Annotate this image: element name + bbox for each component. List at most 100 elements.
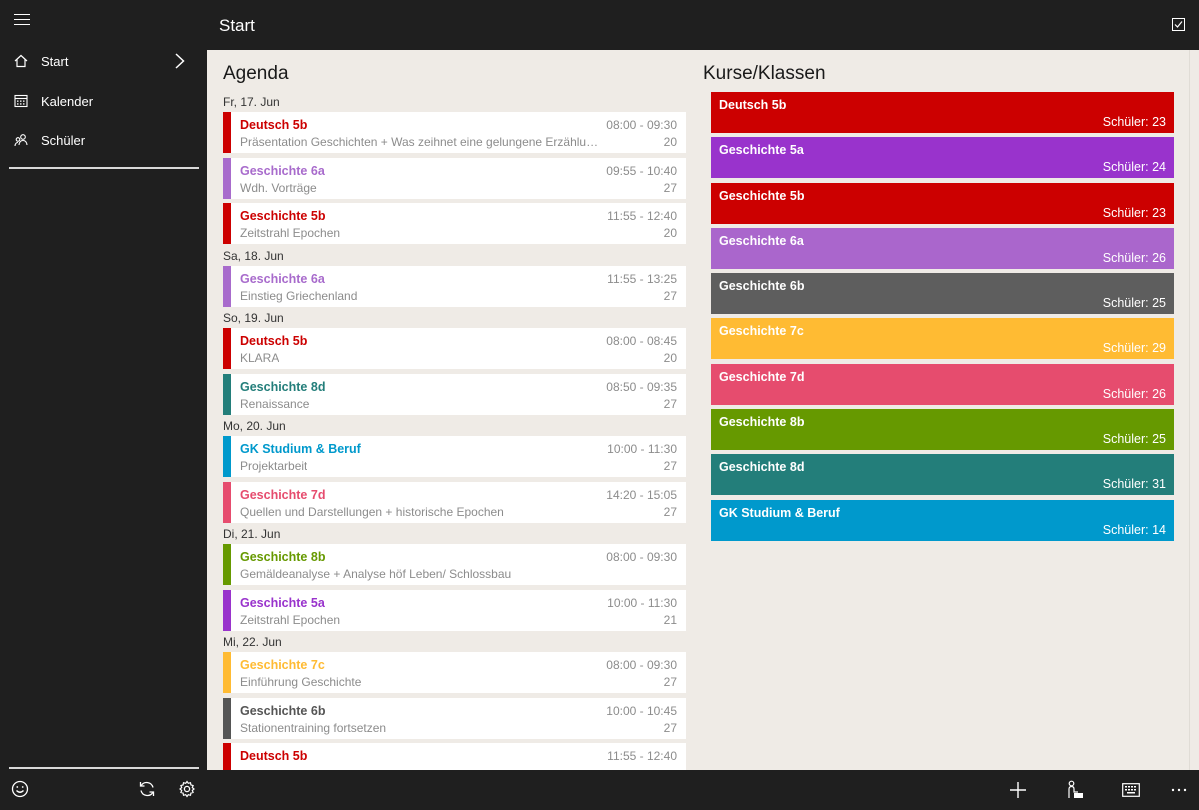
- course-tile[interactable]: GK Studium & Beruf Schüler: 14: [711, 499, 1174, 541]
- event-subtitle: Präsentation Geschichten + Was zeihnet e…: [240, 135, 602, 149]
- agenda-event[interactable]: Geschichte 6a Wdh. Vorträge 09:55 - 10:40 2…: [223, 157, 686, 199]
- event-subtitle: Projektarbeit: [240, 459, 308, 473]
- course-tile[interactable]: Geschichte 6b Schüler: 25: [711, 273, 1174, 315]
- course-student-count: Schüler: 29: [1102, 341, 1166, 356]
- event-title: Geschichte 8d: [240, 379, 326, 394]
- smiley-icon[interactable]: [10, 779, 30, 799]
- event-color-bar: [223, 481, 231, 523]
- select-checkbox-icon[interactable]: [1172, 18, 1185, 31]
- agenda-event[interactable]: Geschichte 6a Einstieg Griechenland 11:55 …: [223, 265, 686, 307]
- event-student-count: 27: [663, 180, 677, 195]
- event-student-count: 21: [663, 612, 677, 627]
- event-subtitle: Quellen und Darstellungen + historische …: [240, 504, 504, 519]
- sidebar-item-schueler[interactable]: Schüler: [0, 120, 207, 160]
- sidebar-item-kalender[interactable]: Kalender: [0, 81, 207, 121]
- course-name: GK Studium & Beruf: [719, 505, 840, 520]
- agenda-event[interactable]: GK Studium & Beruf Projektarbeit 10:00 - 1…: [223, 436, 686, 477]
- course-student-count: Schüler: 23: [1102, 115, 1166, 129]
- event-subtitle: Zeitstrahl Epochen: [240, 612, 341, 627]
- event-time: 10:00 - 11:30: [607, 442, 677, 456]
- event-time: 09:55 - 10:40: [606, 163, 677, 178]
- hamburger-menu-icon[interactable]: [14, 14, 30, 28]
- sidebar-item-label: Start: [41, 53, 69, 69]
- event-subtitle: Zeitstrahl Epochen: [240, 226, 341, 240]
- course-tile[interactable]: Geschichte 8d Schüler: 31: [711, 454, 1174, 496]
- agenda-day-header: Di, 21. Jun: [223, 527, 281, 541]
- event-subtitle: Gemäldeanalyse + Analyse höf Leben/ Schl…: [240, 567, 512, 581]
- agenda-list: Fr, 17. Jun Deutsch 5b Präsentation Geschi…: [223, 95, 686, 770]
- event-student-count: 27: [663, 504, 677, 519]
- event-time: 10:00 - 11:30: [607, 595, 677, 610]
- app-header: Start: [207, 0, 1199, 50]
- event-color-bar: [223, 203, 231, 244]
- agenda-event[interactable]: Geschichte 5a Zeitstrahl Epochen 10:00 - 1…: [223, 589, 686, 631]
- event-title: GK Studium & Beruf: [240, 442, 361, 456]
- event-title: Geschichte 8b: [240, 550, 326, 564]
- home-icon: [14, 54, 28, 68]
- event-student-count: 27: [663, 720, 677, 735]
- course-tile[interactable]: Geschichte 7c Schüler: 29: [711, 318, 1174, 360]
- course-name: Geschichte 8b: [719, 415, 805, 430]
- event-color-bar: [223, 697, 231, 739]
- event-time: 11:55 - 12:40: [607, 209, 677, 223]
- course-tile[interactable]: Geschichte 8b Schüler: 25: [711, 409, 1174, 451]
- event-color-bar: [223, 373, 231, 415]
- course-name: Geschichte 8d: [719, 460, 805, 475]
- course-tile[interactable]: Geschichte 7d Schüler: 26: [711, 363, 1174, 405]
- event-subtitle: Stationentraining fortsetzen: [240, 720, 387, 735]
- chevron-right-icon[interactable]: [175, 53, 185, 74]
- scrollbar[interactable]: [1189, 50, 1199, 770]
- agenda-event[interactable]: Geschichte 7d Quellen und Darstellungen +…: [223, 481, 686, 523]
- event-title: Deutsch 5b: [240, 334, 308, 348]
- course-student-count: Schüler: 14: [1102, 522, 1166, 537]
- sidebar-item-start[interactable]: Start: [0, 41, 207, 81]
- courses-list: Deutsch 5b Schüler: 23 Geschichte 5a Schüle…: [711, 92, 1174, 545]
- more-icon[interactable]: [1168, 779, 1190, 801]
- event-subtitle: Renaissance: [240, 396, 310, 411]
- plus-icon[interactable]: [1007, 779, 1029, 801]
- event-color-bar: [223, 436, 231, 477]
- course-tile[interactable]: Geschichte 5a Schüler: 24: [711, 137, 1174, 179]
- course-name: Geschichte 7c: [719, 324, 804, 339]
- event-subtitle: Einstieg Griechenland: [240, 288, 358, 303]
- agenda-event[interactable]: Geschichte 5b Zeitstrahl Epochen 11:55 - 1…: [223, 203, 686, 244]
- agenda-event[interactable]: Deutsch 5b 11:55 - 12:40: [223, 743, 686, 770]
- event-color-bar: [223, 652, 231, 693]
- agenda-event[interactable]: Deutsch 5b KLARA 08:00 - 08:45 20: [223, 328, 686, 369]
- course-student-count: Schüler: 26: [1102, 250, 1166, 265]
- event-title: Geschichte 6a: [240, 271, 325, 286]
- course-student-count: Schüler: 25: [1102, 296, 1166, 311]
- event-time: 08:00 - 08:45: [606, 334, 677, 348]
- event-time: 08:00 - 09:30: [606, 658, 677, 672]
- course-name: Geschichte 5a: [719, 143, 804, 158]
- event-color-bar: [223, 265, 231, 307]
- keyboard-icon[interactable]: [1120, 779, 1142, 801]
- event-subtitle: KLARA: [240, 351, 280, 365]
- calendar-icon: [14, 94, 28, 108]
- course-name: Geschichte 6b: [719, 279, 805, 294]
- course-name: Geschichte 7d: [719, 369, 805, 384]
- gear-icon[interactable]: [177, 779, 197, 799]
- course-student-count: Schüler: 25: [1102, 432, 1166, 447]
- course-tile[interactable]: Geschichte 6a Schüler: 26: [711, 227, 1174, 269]
- event-title: Geschichte 7d: [240, 487, 326, 502]
- teacher-icon[interactable]: [1064, 779, 1086, 801]
- event-title: Geschichte 5a: [240, 595, 325, 610]
- course-tile[interactable]: Deutsch 5b Schüler: 23: [711, 92, 1174, 133]
- agenda-event[interactable]: Geschichte 6b Stationentraining fortsetze…: [223, 697, 686, 739]
- event-subtitle: Wdh. Vorträge: [240, 180, 317, 195]
- agenda-event[interactable]: Deutsch 5b Präsentation Geschichten + Was…: [223, 112, 686, 153]
- course-student-count: Schüler: 23: [1102, 205, 1166, 220]
- agenda-event[interactable]: Geschichte 8b Gemäldeanalyse + Analyse hö…: [223, 544, 686, 585]
- event-title: Deutsch 5b: [240, 749, 308, 763]
- sync-icon[interactable]: [137, 779, 157, 799]
- agenda-event[interactable]: Geschichte 7c Einführung Geschichte 08:00 …: [223, 652, 686, 693]
- event-title: Geschichte 5b: [240, 209, 326, 223]
- agenda-event[interactable]: Geschichte 8d Renaissance 08:50 - 09:35 27: [223, 373, 686, 415]
- sidebar-divider: [9, 767, 199, 769]
- event-time: 10:00 - 10:45: [606, 703, 677, 718]
- agenda-day-header: So, 19. Jun: [223, 311, 284, 325]
- agenda-day-header: Mi, 22. Jun: [223, 635, 282, 649]
- course-tile[interactable]: Geschichte 5b Schüler: 23: [711, 182, 1174, 224]
- agenda-day-header: Mo, 20. Jun: [223, 419, 286, 433]
